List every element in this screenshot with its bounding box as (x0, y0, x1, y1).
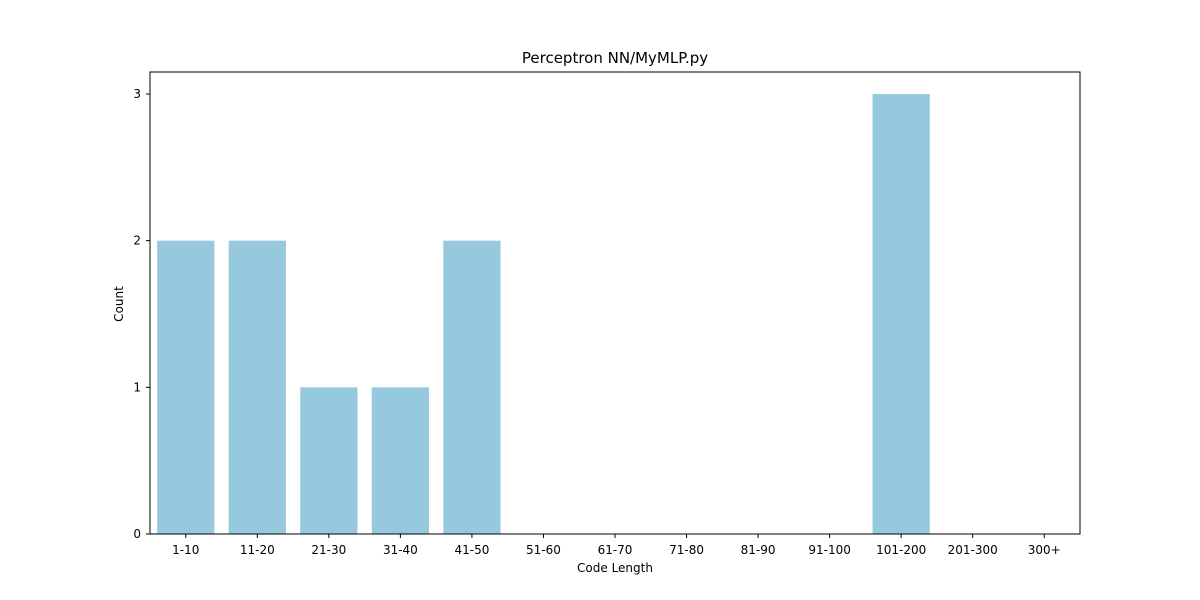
y-tick-label: 3 (133, 87, 141, 101)
x-tick-label: 300+ (1028, 543, 1061, 557)
x-tick-label: 51-60 (526, 543, 561, 557)
x-tick-label: 41-50 (454, 543, 489, 557)
x-tick-label: 81-90 (741, 543, 776, 557)
bar-101-200 (873, 94, 930, 534)
x-tick-label: 21-30 (311, 543, 346, 557)
y-tick-label: 2 (133, 234, 141, 248)
bars-group (157, 94, 930, 534)
x-tick-label: 1-10 (172, 543, 199, 557)
plot-frame (150, 72, 1080, 534)
bar-21-30 (300, 387, 357, 534)
y-axis-label: Count (112, 286, 126, 322)
x-tick-label: 91-100 (808, 543, 851, 557)
x-axis-label: Code Length (577, 561, 653, 575)
bar-11-20 (229, 241, 286, 534)
x-tick-label: 201-300 (948, 543, 998, 557)
y-tick-label: 0 (133, 527, 141, 541)
x-axis-ticks: 1-10 11-20 21-30 31-40 41-50 51-60 61-70 71-80 8… (172, 534, 1061, 557)
x-tick-label: 31-40 (383, 543, 418, 557)
x-tick-label: 101-200 (876, 543, 926, 557)
x-tick-label: 71-80 (669, 543, 704, 557)
x-tick-label: 11-20 (240, 543, 275, 557)
y-axis-ticks: 0 1 2 3 (133, 87, 150, 541)
x-tick-label: 61-70 (598, 543, 633, 557)
bar-1-10 (157, 241, 214, 534)
bar-41-50 (443, 241, 500, 534)
y-tick-label: 1 (133, 380, 141, 394)
chart-title: Perceptron NN/MyMLP.py (522, 49, 708, 67)
bar-31-40 (372, 387, 429, 534)
